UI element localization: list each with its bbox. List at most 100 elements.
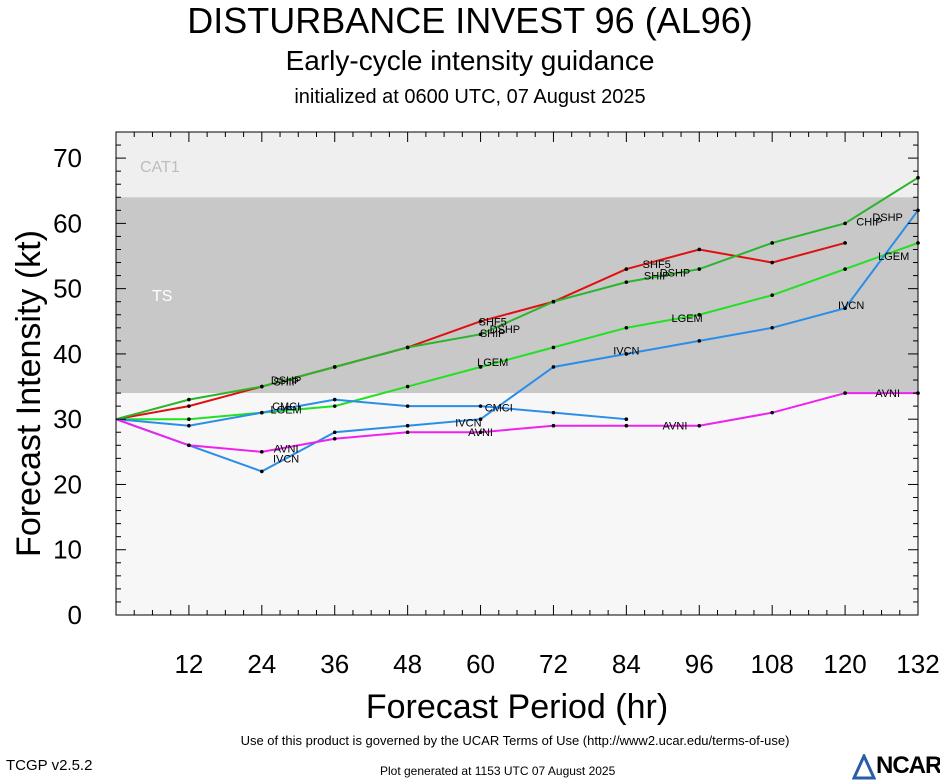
series-label: AVNI	[274, 444, 299, 456]
data-point	[770, 326, 774, 330]
data-point	[187, 423, 191, 428]
x-axis-label: Forecast Period (hr)	[366, 688, 668, 726]
x-tick-label: 132	[896, 649, 939, 679]
ncar-logo-text: NCAR	[876, 752, 940, 779]
data-point	[332, 397, 337, 402]
data-point	[478, 430, 483, 435]
y-tick-label: 0	[68, 600, 82, 630]
data-point	[551, 423, 556, 428]
x-tick-label: 84	[612, 649, 641, 679]
series-label: IVCN	[613, 346, 639, 358]
series-label: IVCN	[273, 453, 299, 465]
series-label: AVNI	[468, 427, 493, 439]
data-point	[697, 339, 702, 343]
x-tick-label: 24	[247, 649, 276, 679]
data-point	[770, 293, 774, 297]
data-point	[843, 267, 847, 271]
data-point	[624, 267, 629, 271]
series-label: LGEM	[672, 313, 703, 325]
data-point	[697, 247, 702, 252]
data-point	[332, 404, 337, 408]
y-tick-label: 50	[53, 274, 82, 304]
x-tick-label: 72	[539, 649, 568, 679]
series-line-lgem	[116, 242, 919, 421]
series-label: SHIP	[644, 271, 670, 283]
series-label: SHF5	[643, 259, 671, 271]
data-point	[551, 365, 556, 369]
series-line-avni	[115, 392, 918, 453]
x-tick-label: 120	[823, 649, 866, 679]
data-point	[405, 430, 410, 435]
series-label: DSHP	[490, 324, 521, 336]
data-point	[697, 312, 702, 317]
series-label: AVNI	[663, 421, 688, 433]
data-point	[770, 241, 774, 245]
data-point	[478, 365, 483, 369]
y-tick-label: 20	[53, 469, 82, 499]
plot-generated-label: Plot generated at 1153 UTC 07 August 202…	[380, 764, 616, 778]
data-point	[697, 267, 702, 271]
data-point	[478, 417, 483, 421]
data-point	[843, 391, 847, 395]
series-label: DSHP	[660, 267, 691, 279]
y-tick-label: 60	[53, 208, 82, 238]
terms-of-use-notice: Use of this product is governed by the U…	[240, 733, 790, 748]
y-tick-label: 30	[53, 404, 82, 434]
series-label: SHIP	[480, 328, 506, 340]
series-line-dshp	[115, 176, 919, 421]
data-point	[624, 280, 629, 284]
data-point	[332, 365, 337, 369]
band-label: CAT1	[140, 159, 180, 176]
intensity-band-ts	[116, 197, 918, 394]
data-point	[405, 404, 410, 408]
series-label: IVCN	[838, 300, 864, 312]
data-point	[697, 423, 702, 428]
series-label: CMCI	[272, 401, 300, 413]
series-label: AVNI	[875, 388, 900, 400]
data-point	[843, 306, 847, 311]
series-label: CMCI	[485, 402, 513, 414]
data-point	[624, 352, 629, 356]
x-tick-label: 60	[466, 649, 495, 679]
data-point	[405, 345, 410, 350]
data-point	[260, 410, 264, 415]
intensity-band-td	[116, 393, 918, 615]
chart-title: DISTURBANCE INVEST 96 (AL96)	[187, 0, 753, 41]
x-tick-label: 96	[685, 649, 714, 679]
series-line-cmci	[115, 398, 627, 427]
intensity-band-cat1	[116, 132, 918, 198]
data-point	[260, 450, 264, 454]
series-label: DSHP	[271, 375, 302, 387]
data-point	[770, 260, 774, 265]
data-point	[551, 299, 556, 304]
x-tick-label: 36	[320, 649, 349, 679]
data-point	[187, 404, 191, 408]
data-point	[405, 423, 410, 428]
band-label: TS	[152, 288, 172, 305]
y-axis-label: Forecast Intensity (kt)	[10, 230, 48, 557]
data-point	[624, 326, 629, 330]
series-line-ivcn	[115, 209, 919, 473]
series-label: SHIP	[273, 376, 299, 388]
data-point	[260, 469, 264, 474]
data-point	[624, 417, 629, 421]
data-point	[260, 384, 264, 389]
x-tick-label: 12	[174, 649, 203, 679]
data-point	[332, 430, 337, 435]
data-point	[478, 332, 483, 337]
series-label: IVCN	[455, 417, 481, 429]
x-tick-label: 48	[393, 649, 422, 679]
initialization-time: initialized at 0600 UTC, 07 August 2025	[294, 86, 646, 108]
y-tick-label: 40	[53, 339, 82, 369]
chart-subtitle: Early-cycle intensity guidance	[285, 45, 655, 76]
data-point	[843, 241, 847, 245]
data-point	[332, 436, 337, 441]
data-point	[478, 404, 483, 408]
series-label: CHIP	[856, 216, 882, 228]
version-label: TCGP v2.5.2	[6, 757, 93, 774]
x-tick-label: 108	[750, 649, 793, 679]
y-tick-label: 10	[53, 535, 82, 565]
data-point	[551, 410, 556, 415]
data-point	[478, 319, 483, 324]
